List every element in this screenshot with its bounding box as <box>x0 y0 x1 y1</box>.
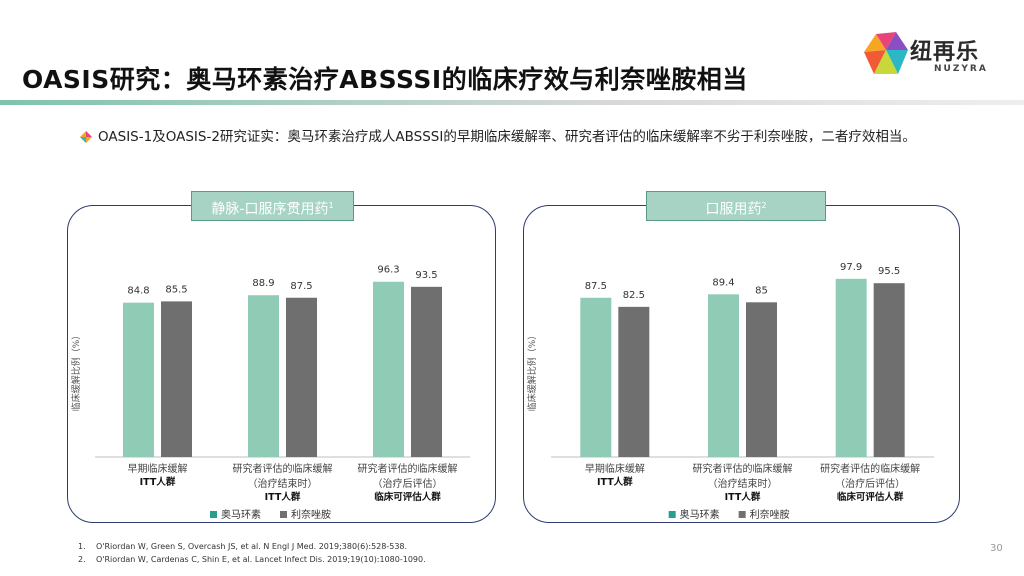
summary-bullet-text: OASIS-1及OASIS-2研究证实：奥马环素治疗成人ABSSSI的早期临床缓… <box>98 129 916 145</box>
data-label: 93.5 <box>415 270 437 281</box>
data-label: 95.5 <box>878 266 900 277</box>
category-label: 研究者评估的临床缓解 <box>358 462 458 475</box>
logo-chinese-text: 纽再乐 <box>910 40 980 65</box>
data-label: 97.9 <box>840 262 862 273</box>
data-label: 88.9 <box>252 278 274 289</box>
logo-english-text: NUZYRA <box>934 64 988 74</box>
title-underline <box>0 100 1024 105</box>
y-axis-label: 临床缓解比例（%） <box>526 331 538 412</box>
bullet-diamond-icon <box>80 131 92 143</box>
category-label: （治疗结束时） <box>248 477 318 490</box>
iv-oral-panel-label: 静脉-口服序贯用药1 <box>191 191 354 221</box>
data-label: 84.8 <box>127 286 149 297</box>
category-population-label: 临床可评估人群 <box>837 491 904 503</box>
bar-linezolid <box>286 297 317 457</box>
legend-swatch <box>738 511 746 518</box>
bar-linezolid <box>161 301 192 457</box>
category-label: （治疗结束时） <box>708 477 778 490</box>
category-population-label: ITT人群 <box>265 491 301 503</box>
nuzyra-logo-mark-icon <box>864 32 908 74</box>
legend-swatch <box>210 511 217 518</box>
category-population-label: ITT人群 <box>597 476 633 488</box>
oral-label-ref: 2 <box>761 201 767 210</box>
page-number: 30 <box>990 543 1003 554</box>
footnote-2: 2. O'Riordan W, Cardenas C, Shin E, et al… <box>78 555 426 564</box>
bar-linezolid <box>618 306 650 457</box>
legend-label: 奥马环素 <box>680 508 720 521</box>
legend-label: 奥马环素 <box>221 508 261 521</box>
legend-swatch <box>280 511 287 518</box>
bar-omadacycline <box>708 294 739 457</box>
data-label: 87.5 <box>585 281 607 292</box>
oral-label-text: 口服用药 <box>705 201 762 218</box>
category-label: 早期临床缓解 <box>128 462 188 475</box>
category-label: 早期临床缓解 <box>585 462 645 475</box>
bar-omadacycline <box>248 295 279 457</box>
bar-omadacycline <box>580 297 612 457</box>
bar-omadacycline <box>835 278 867 457</box>
bar-omadacycline <box>123 302 154 457</box>
data-label: 89.4 <box>712 277 734 288</box>
bar-linezolid <box>746 302 777 457</box>
category-label: 研究者评估的临床缓解 <box>820 462 920 475</box>
y-axis-label: 临床缓解比例（%） <box>70 331 82 412</box>
oral-bar-chart: 临床缓解比例（%）87.582.5早期临床缓解ITT人群89.485研究者评估的… <box>526 262 934 521</box>
category-population-label: ITT人群 <box>725 491 761 503</box>
category-label: （治疗后评估） <box>373 477 443 490</box>
iv-oral-label-ref: 1 <box>328 201 334 210</box>
category-label: （治疗后评估） <box>835 477 905 490</box>
category-label: 研究者评估的临床缓解 <box>233 462 333 475</box>
legend-swatch <box>668 511 676 518</box>
nuzyra-logo: 纽再乐 NUZYRA <box>862 30 1012 80</box>
page-title: OASIS研究：奥马环素治疗ABSSSI的临床疗效与利奈唑胺相当 <box>22 65 748 94</box>
data-label: 87.5 <box>290 281 312 292</box>
category-population-label: 临床可评估人群 <box>374 491 441 503</box>
bar-omadacycline <box>373 281 404 457</box>
summary-bullet: OASIS-1及OASIS-2研究证实：奥马环素治疗成人ABSSSI的早期临床缓… <box>78 125 958 149</box>
data-label: 85.5 <box>165 284 187 295</box>
data-label: 82.5 <box>623 290 645 301</box>
legend-label: 利奈唑胺 <box>291 508 331 521</box>
data-label: 85 <box>755 285 768 296</box>
category-population-label: ITT人群 <box>140 476 176 488</box>
iv-oral-label-text: 静脉-口服序贯用药 <box>211 201 329 218</box>
bar-linezolid <box>411 286 442 457</box>
footnotes: 1. O'Riordan W, Green S, Overcash JS, et … <box>78 540 426 566</box>
bar-linezolid <box>873 283 905 457</box>
data-label: 96.3 <box>377 265 399 276</box>
legend-label: 利奈唑胺 <box>750 508 790 521</box>
oral-panel-label: 口服用药2 <box>646 191 826 221</box>
category-label: 研究者评估的临床缓解 <box>693 462 793 475</box>
footnote-1: 1. O'Riordan W, Green S, Overcash JS, et … <box>78 542 408 551</box>
